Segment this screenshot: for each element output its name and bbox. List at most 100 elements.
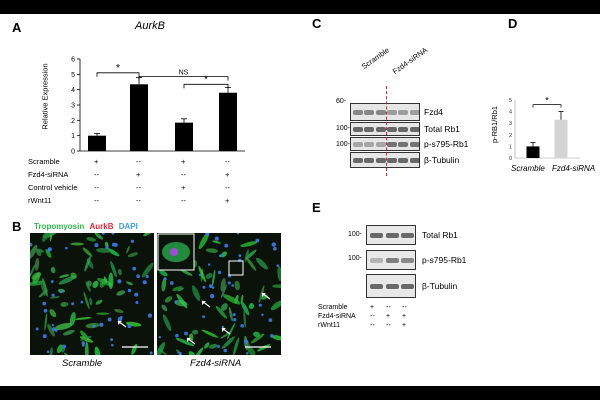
nucleus [258, 303, 262, 307]
nucleus [47, 248, 51, 252]
a-condition-value: -- [94, 196, 99, 205]
e-condition-value: + [370, 304, 375, 311]
arrow-head [262, 293, 266, 297]
myocyte [70, 242, 84, 246]
myocyte [177, 287, 184, 292]
caption-scramble: Scramble [62, 358, 103, 369]
nucleus [236, 233, 240, 235]
myocyte [64, 352, 69, 355]
c-blot-strip [350, 103, 420, 121]
a-condition-value: -- [181, 170, 186, 179]
micrograph-scramble-image [30, 233, 154, 355]
myocyte [232, 337, 240, 355]
e-blot-strip [366, 250, 416, 270]
a-condition-value: -- [94, 183, 99, 192]
cell-layer [30, 233, 154, 355]
myocyte [56, 344, 63, 354]
nucleus [113, 243, 118, 247]
a-bar [130, 84, 148, 151]
a-condition-value: + [94, 157, 99, 166]
e-band [385, 233, 399, 238]
c-band [364, 158, 375, 163]
c-band-label: p-s795-Rb1 [424, 139, 469, 149]
myocyte [194, 347, 204, 355]
e-mw-marker: 100- [348, 255, 363, 262]
inset-nucleus-aurkb [170, 248, 178, 256]
myocyte [162, 314, 172, 331]
myocyte [85, 341, 89, 355]
myocyte [175, 337, 195, 347]
panel-a-axes: 0 1 2 3 4 5 6 [71, 57, 245, 156]
myocyte [212, 269, 216, 286]
nucleus [130, 239, 135, 243]
myocyte [243, 309, 246, 328]
c-band [409, 127, 420, 132]
panel-a-letter: A [12, 20, 22, 35]
e-band [401, 233, 414, 238]
arrow-head [202, 301, 206, 305]
c-band [386, 127, 397, 132]
d-ytick-label: 2 [509, 133, 512, 139]
e-condition-value: -- [370, 313, 375, 320]
panel-d-xlabel-fzd4: Fzd4-siRNA [552, 164, 596, 173]
lane-label-fzd4-sirna: Fzd4-siRNA [390, 45, 430, 76]
myocyte [215, 305, 228, 319]
myocyte [161, 304, 168, 312]
e-condition-label: Fzd4-siRNA [318, 313, 356, 320]
c-band-label: Total Rb1 [424, 124, 460, 134]
e-condition-value: + [402, 322, 407, 329]
myocyte [222, 294, 241, 305]
nucleus [261, 313, 264, 316]
a-condition-label: rWnt11 [28, 196, 52, 205]
a-condition-value: -- [136, 183, 141, 192]
c-mw-marker: 60- [336, 98, 347, 105]
e-band [385, 258, 399, 263]
a-bracket-ns-label: NS [179, 70, 189, 77]
myocyte [69, 312, 76, 326]
myocyte [253, 331, 260, 337]
a-condition-value: -- [225, 157, 230, 166]
nucleus [209, 293, 215, 299]
nucleus [211, 286, 215, 289]
a-condition-value: -- [225, 183, 230, 192]
myocyte [220, 284, 227, 299]
a-ytick-label: 1 [71, 133, 75, 140]
myocyte [116, 290, 126, 296]
c-band [409, 142, 420, 147]
c-band [353, 158, 363, 163]
a-bar [88, 135, 106, 151]
myocyte [208, 343, 218, 349]
nucleus [110, 338, 113, 342]
nucleus [208, 284, 213, 288]
nucleus [132, 266, 137, 271]
panel-d-significance: * [532, 96, 562, 108]
myocyte [127, 252, 139, 258]
nucleus [136, 274, 140, 279]
myocyte [34, 257, 40, 271]
c-band [398, 158, 409, 163]
a-ytick-label: 3 [71, 103, 75, 110]
nucleus [217, 270, 222, 275]
stain-aurkb: AurkB [89, 222, 114, 231]
panel-a-title: AurkB [135, 20, 165, 32]
nucleus [276, 264, 280, 267]
a-condition-value: + [136, 170, 141, 179]
myocyte [62, 329, 75, 336]
nucleus [273, 246, 277, 251]
e-band [385, 284, 399, 289]
nucleus [99, 322, 104, 327]
stain-dapi: DAPI [118, 222, 138, 231]
nucleus [207, 263, 211, 266]
arrow-head [187, 338, 191, 342]
myocyte [159, 270, 168, 277]
myocyte [240, 301, 250, 316]
c-band [375, 127, 386, 132]
myocyte [198, 265, 206, 283]
nucleus [145, 274, 149, 279]
nucleus [240, 324, 244, 328]
nucleus [238, 254, 242, 258]
myocyte [30, 280, 44, 286]
c-band-label: β-Tubulin [424, 155, 460, 165]
myocyte [157, 342, 166, 355]
